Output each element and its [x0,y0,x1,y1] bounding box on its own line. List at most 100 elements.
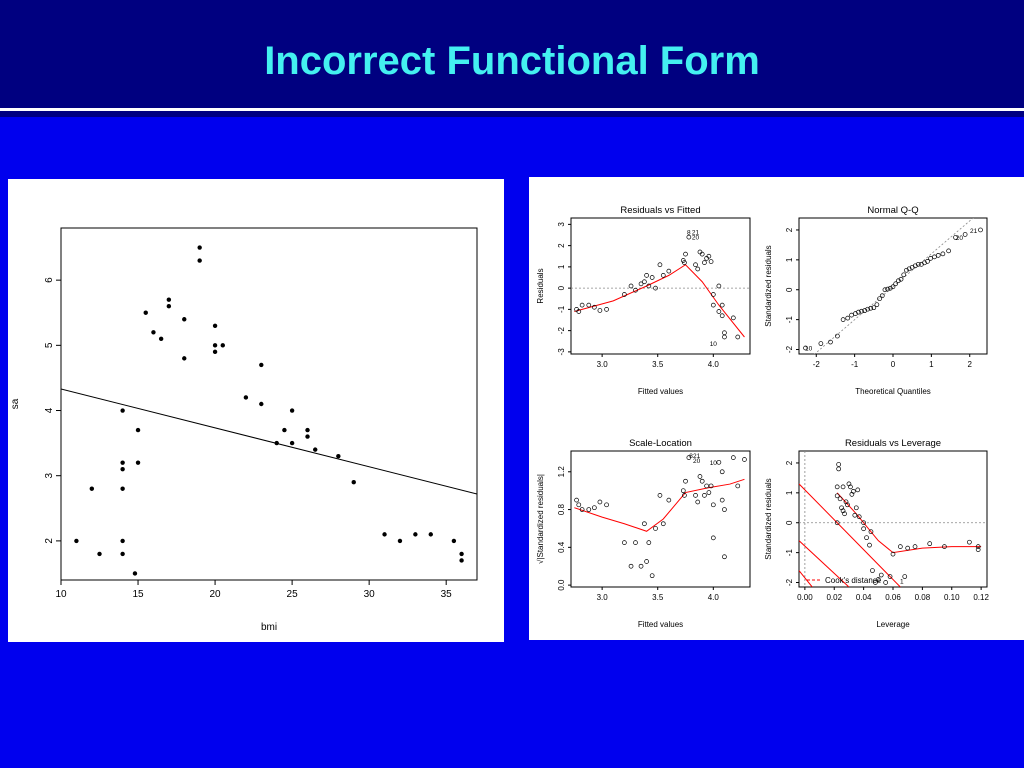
chart-title: Residuals vs Leverage [845,438,941,449]
data-point [579,507,585,512]
data-point [351,480,356,485]
data-point [865,306,871,312]
data-point [905,545,911,551]
x-tick-label: 3.5 [652,593,664,602]
data-point [861,520,866,526]
y-tick-label: 4 [44,407,55,413]
data-point [735,483,741,489]
data-point [856,514,862,520]
y-tick-label: 3 [557,222,566,227]
data-point [680,488,686,494]
data-point [874,302,880,308]
data-point [646,283,652,289]
data-point [649,573,655,579]
y-tick-label: 3 [44,472,55,478]
y-axis-label: √|Standardized residuals| [536,474,545,564]
data-point [852,512,858,518]
point-label: 20 [693,458,701,465]
data-point [840,317,846,322]
data-point [722,334,727,340]
data-point [853,505,859,511]
x-axis-label: Fitted values [638,620,683,629]
chart-group-2: Normal Q-Q -2 -1 0 1 2 -2 -1 0 1 2 Theoretical Quan… [764,205,988,396]
data-point [132,571,138,576]
data-point [622,292,627,297]
y-tick-label: 0 [557,285,566,290]
data-point [898,276,904,282]
y-tick-label: -1 [557,305,566,313]
lowess-smooth-line [574,264,745,338]
data-point [305,427,310,433]
data-point [158,336,164,342]
data-point [699,251,705,257]
data-point [166,297,172,302]
x-tick-label: 30 [364,589,376,600]
data-point [942,544,947,549]
data-point [706,253,712,259]
data-point [649,275,655,280]
data-point [597,499,603,505]
point-label: 10 [805,346,813,353]
y-tick-label: 2 [785,227,794,232]
data-point [878,572,884,578]
data-point [978,227,983,233]
x-tick-label: 1 [929,360,934,369]
data-point [975,544,981,549]
data-point [868,305,874,311]
data-point [828,339,833,345]
data-point [683,478,688,484]
x-tick-label: 25 [287,589,299,600]
data-point [576,309,582,314]
data-point [459,551,464,557]
cooks-distance-line [799,570,813,587]
legend-label: Cook's distance [825,576,882,585]
data-point [686,455,692,460]
point-label: 8 [687,229,691,236]
data-point [962,232,968,237]
scatter-plot-panel: 10 15 20 25 30 35 2 3 4 5 6 bmi sa [8,179,504,642]
data-point [719,302,725,308]
y-tick-label: -3 [557,348,566,356]
x-tick-label: 0.04 [856,593,872,602]
data-point [702,260,707,265]
data-point [710,502,716,508]
data-point [693,493,698,498]
plot-area [799,462,982,587]
data-point [579,302,585,308]
data-point [887,285,893,291]
data-point [120,538,125,544]
x-tick-label: 0 [891,360,896,369]
y-tick-label: 0.8 [557,503,566,515]
data-point [644,559,649,564]
data-point [836,462,842,467]
x-axis-label: Leverage [876,620,910,629]
data-point [890,284,896,290]
data-point [628,283,634,289]
y-tick-label: 5 [44,342,55,348]
regression-fit-line [61,388,477,495]
data-point [710,292,716,297]
data-point [143,310,148,315]
data-point [182,356,187,361]
data-point [591,505,597,511]
x-tick-label: -2 [813,360,821,369]
data-point [882,287,888,293]
x-tick-label: 0.06 [885,593,901,602]
data-point [120,460,125,465]
data-point [212,323,218,328]
data-point [901,272,907,278]
data-point [305,434,310,439]
data-point [925,258,930,264]
y-tick-label: 0 [785,520,794,525]
chart-title: Scale-Location [629,438,692,449]
x-tick-label: 4.0 [708,360,720,369]
y-tick-label: -2 [557,327,566,335]
data-point [682,493,687,498]
data-point [666,268,672,274]
data-point [722,330,727,336]
data-point [859,308,864,314]
data-point [120,466,125,472]
data-point [706,490,712,495]
data-point [837,496,843,502]
data-point [604,502,609,508]
